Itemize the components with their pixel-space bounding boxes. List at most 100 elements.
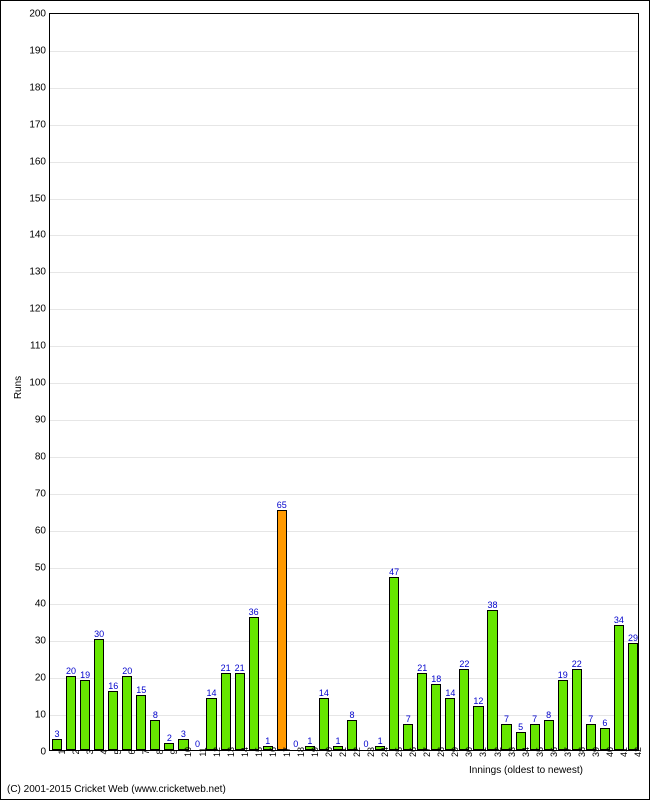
bar-value-label: 1 xyxy=(265,736,270,746)
bar-value-label: 8 xyxy=(349,710,354,720)
y-tick-label: 170 xyxy=(29,119,46,130)
y-tick-label: 140 xyxy=(29,230,46,241)
gridline xyxy=(50,678,638,679)
bar-value-label: 65 xyxy=(277,500,287,510)
y-tick-label: 40 xyxy=(35,599,46,610)
bar-value-label: 34 xyxy=(614,615,624,625)
gridline xyxy=(50,383,638,384)
bar-value-label: 22 xyxy=(572,659,582,669)
y-axis-label: Runs xyxy=(13,376,24,399)
y-tick-label: 0 xyxy=(40,747,46,758)
y-tick-label: 70 xyxy=(35,488,46,499)
y-tick-label: 130 xyxy=(29,267,46,278)
gridline xyxy=(50,162,638,163)
y-tick-label: 200 xyxy=(29,9,46,20)
bar-value-label: 8 xyxy=(153,710,158,720)
bar-value-label: 1 xyxy=(335,736,340,746)
bar: 38 xyxy=(487,610,497,750)
x-tick-label: 8 xyxy=(155,749,165,754)
gridline xyxy=(50,568,638,569)
bar: 65 xyxy=(277,510,287,750)
bar: 20 xyxy=(122,676,132,750)
gridline xyxy=(50,604,638,605)
y-tick-label: 120 xyxy=(29,304,46,315)
bar-value-label: 7 xyxy=(406,714,411,724)
bar: 19 xyxy=(558,680,568,750)
gridline xyxy=(50,641,638,642)
x-tick-label: 6 xyxy=(127,749,137,754)
bar: 22 xyxy=(459,669,469,750)
y-tick-label: 30 xyxy=(35,636,46,647)
gridline xyxy=(50,272,638,273)
bar-value-label: 2 xyxy=(167,733,172,743)
bar: 14 xyxy=(319,698,329,750)
x-tick-label: 4 xyxy=(99,749,109,754)
bar-value-label: 14 xyxy=(319,688,329,698)
bar: 22 xyxy=(572,669,582,750)
x-tick-label: 10 xyxy=(183,747,193,757)
x-tick-label: 42 xyxy=(633,747,643,757)
gridline xyxy=(50,457,638,458)
bar: 18 xyxy=(431,684,441,750)
x-tick-label: 9 xyxy=(169,749,179,754)
bar-value-label: 20 xyxy=(122,666,132,676)
x-tick-label: 1 xyxy=(57,749,67,754)
bar-value-label: 3 xyxy=(181,729,186,739)
bar: 16 xyxy=(108,691,118,750)
bar-value-label: 20 xyxy=(66,666,76,676)
bar: 29 xyxy=(628,643,638,750)
gridline xyxy=(50,420,638,421)
bar: 15 xyxy=(136,695,146,750)
bar: 14 xyxy=(206,698,216,750)
bar: 21 xyxy=(417,673,427,750)
gridline xyxy=(50,531,638,532)
gridline xyxy=(50,235,638,236)
y-tick-label: 100 xyxy=(29,378,46,389)
x-tick-label: 3 xyxy=(85,749,95,754)
bar-value-label: 14 xyxy=(445,688,455,698)
y-tick-label: 50 xyxy=(35,562,46,573)
x-tick-label: 7 xyxy=(141,749,151,754)
bar-value-label: 19 xyxy=(80,670,90,680)
bar-value-label: 8 xyxy=(546,710,551,720)
bar: 21 xyxy=(221,673,231,750)
bar: 30 xyxy=(94,639,104,750)
x-tick-label: 5 xyxy=(113,749,123,754)
bar-value-label: 21 xyxy=(235,663,245,673)
y-tick-label: 80 xyxy=(35,451,46,462)
plot-area: 0102030405060708090100110120130140150160… xyxy=(49,13,639,751)
bar-value-label: 14 xyxy=(207,688,217,698)
gridline xyxy=(50,346,638,347)
gridline xyxy=(50,88,638,89)
gridline xyxy=(50,125,638,126)
bar-value-label: 1 xyxy=(378,736,383,746)
gridline xyxy=(50,494,638,495)
x-axis-label: Innings (oldest to newest) xyxy=(469,765,583,776)
y-tick-label: 180 xyxy=(29,82,46,93)
bar-value-label: 21 xyxy=(221,663,231,673)
bar-value-label: 6 xyxy=(602,718,607,728)
bar-value-label: 16 xyxy=(108,681,118,691)
bar-value-label: 7 xyxy=(588,714,593,724)
bar: 20 xyxy=(66,676,76,750)
gridline xyxy=(50,199,638,200)
chart-container: 0102030405060708090100110120130140150160… xyxy=(0,0,650,800)
bar-value-label: 15 xyxy=(136,685,146,695)
bar: 12 xyxy=(473,706,483,750)
bar-value-label: 19 xyxy=(558,670,568,680)
bar-value-label: 21 xyxy=(417,663,427,673)
bar: 47 xyxy=(389,577,399,750)
y-tick-label: 90 xyxy=(35,414,46,425)
bar-value-label: 30 xyxy=(94,629,104,639)
bar: 8 xyxy=(150,720,160,750)
bar: 8 xyxy=(544,720,554,750)
bar-value-label: 7 xyxy=(504,714,509,724)
x-tick-label: 17 xyxy=(282,747,292,757)
bar-value-label: 47 xyxy=(389,567,399,577)
bar-value-label: 12 xyxy=(473,696,483,706)
gridline xyxy=(50,309,638,310)
y-tick-label: 150 xyxy=(29,193,46,204)
y-tick-label: 160 xyxy=(29,156,46,167)
bar-value-label: 36 xyxy=(249,607,259,617)
bar: 36 xyxy=(249,617,259,750)
